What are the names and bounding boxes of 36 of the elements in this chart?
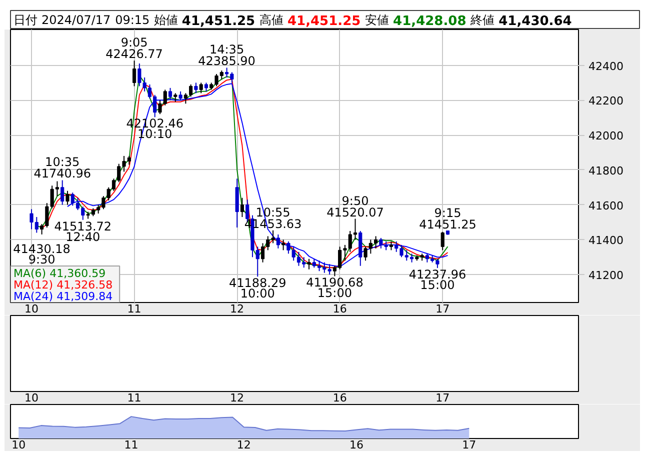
y-tick-label: 41400 <box>588 234 624 248</box>
annotation: 14:35 42385.90 <box>198 42 256 68</box>
x-tick-label: 17 <box>462 438 476 452</box>
y-tick-label: 42200 <box>588 94 624 108</box>
chart-title: 日付 2024/07/17 09:15 始値 41,451.25 高値 41,451.25 安値 41,428.08 終値 41,430.64 <box>14 13 572 29</box>
category-label: 12 <box>230 392 244 404</box>
x-tick-label: 12 <box>230 302 244 316</box>
category-label: 16 <box>332 392 347 404</box>
annotation: 9:50 41520.07 <box>326 194 384 220</box>
y-tick-label: 42400 <box>588 60 624 73</box>
y-tick-label: 41800 <box>588 164 624 178</box>
x-tick-label: 10 <box>12 438 26 452</box>
text: MA(6) 41,360.59 <box>14 266 106 280</box>
category-label: 17 <box>436 392 450 404</box>
x-tick-label: 17 <box>436 302 450 316</box>
y-tick-label: 41200 <box>588 269 624 282</box>
y-tick-label: 42000 <box>588 130 624 143</box>
x-tick-label: 12 <box>236 438 251 452</box>
annotation: 41237.96 15:00 <box>408 267 466 292</box>
x-tick-label: 11 <box>127 302 142 316</box>
category-label: 11 <box>127 392 142 404</box>
annotation: 41430.18 9:30 <box>13 242 70 266</box>
annotation: 10:35 41740.96 <box>34 155 91 181</box>
text: MA(24) 41,309.84 <box>14 290 113 303</box>
annotation: 41513.72 12:40 <box>54 219 112 244</box>
x-tick-label: 16 <box>332 302 347 316</box>
x-tick-label: 10 <box>24 302 39 316</box>
text: MA(12) 41,326.58 <box>14 278 113 292</box>
x-tick-label: 11 <box>124 438 138 452</box>
annotation: 41188.29 10:00 <box>228 276 286 301</box>
y-tick-label: 41600 <box>588 199 624 212</box>
annotation: 9:15 41451.25 <box>419 206 476 232</box>
annotation: 41190.68 15:00 <box>306 276 364 300</box>
annotation: 9:05 42426.77 <box>106 36 163 62</box>
category-label: 10 <box>24 392 39 404</box>
x-tick-label: 16 <box>350 438 364 452</box>
